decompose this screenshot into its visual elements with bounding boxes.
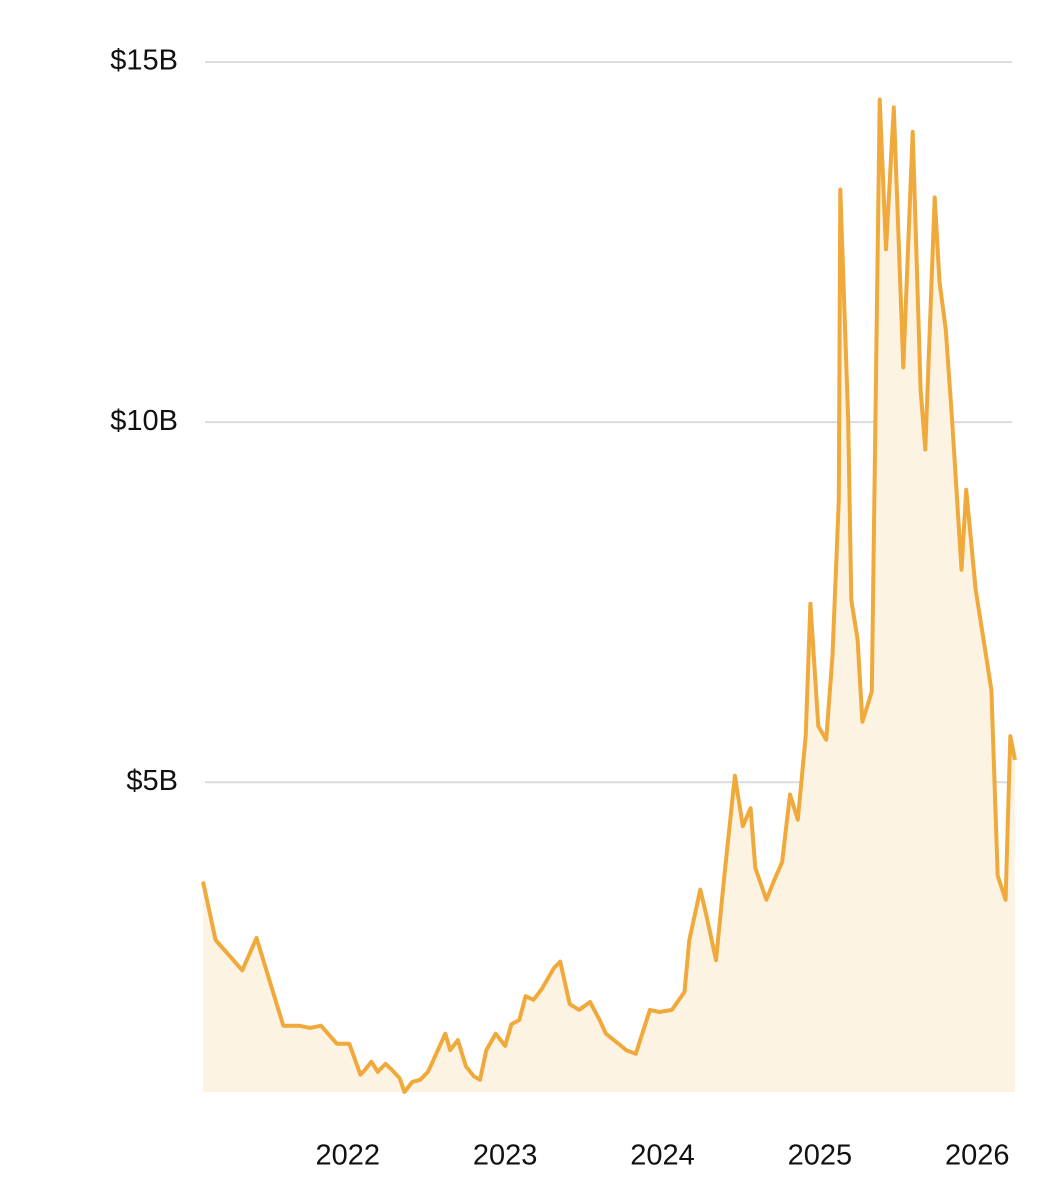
- x-tick-label: 2026: [945, 1140, 1010, 1172]
- y-tick-label: $10B: [110, 405, 178, 437]
- x-tick-label: 2025: [788, 1140, 853, 1172]
- y-tick-label: $15B: [110, 45, 178, 77]
- area-fill: [203, 99, 1015, 1092]
- x-tick-label: 2022: [316, 1140, 381, 1172]
- x-tick-label: 2023: [473, 1140, 538, 1172]
- y-tick-label: $5B: [126, 765, 178, 797]
- x-tick-label: 2024: [630, 1140, 695, 1172]
- line: [201, 97, 1017, 1094]
